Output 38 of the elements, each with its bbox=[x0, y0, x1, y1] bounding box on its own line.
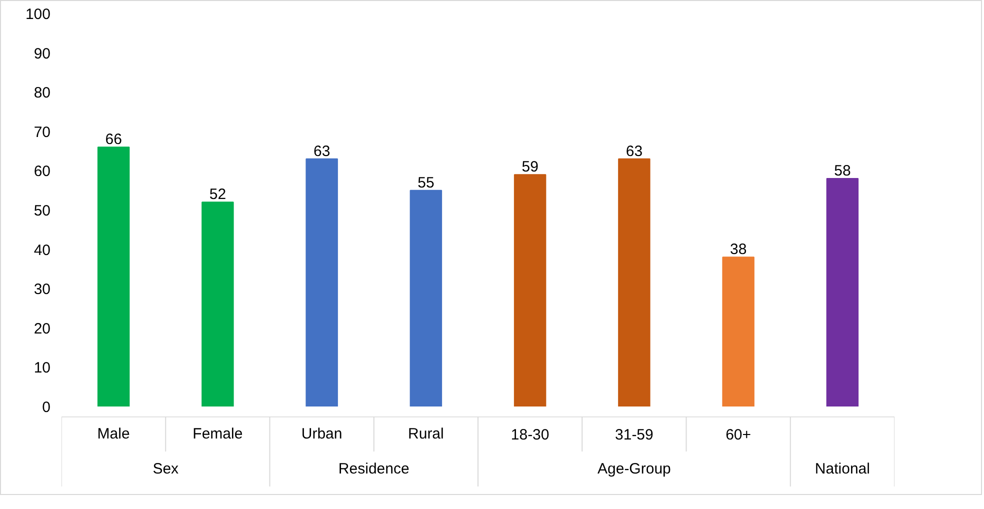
text: Residence bbox=[338, 460, 410, 478]
text: Age-Group bbox=[598, 460, 671, 478]
text: Sex bbox=[152, 460, 180, 478]
y-tick-label: 90 bbox=[34, 45, 51, 62]
data-label: 55 bbox=[418, 174, 434, 192]
data-label: 59 bbox=[522, 158, 538, 176]
y-tick-label: 30 bbox=[34, 281, 51, 298]
data-label: 52 bbox=[209, 186, 226, 204]
x-tick-label: 31-59 bbox=[615, 426, 654, 444]
y-tick-label: 50 bbox=[34, 202, 51, 220]
x-tick-label: Rural bbox=[408, 426, 444, 442]
bar bbox=[514, 174, 546, 406]
y-tick-label: 0 bbox=[42, 399, 50, 416]
y-tick-label: 10 bbox=[34, 360, 51, 377]
bar bbox=[722, 256, 754, 406]
data-label: 63 bbox=[626, 142, 643, 160]
x-tick-label: Male bbox=[97, 426, 130, 442]
y-tick-label: 20 bbox=[34, 320, 51, 338]
bar bbox=[410, 190, 442, 406]
bar bbox=[202, 202, 234, 406]
bar bbox=[826, 178, 859, 406]
data-label: 38 bbox=[730, 241, 747, 258]
data-label: 58 bbox=[834, 162, 851, 180]
y-tick-label: 70 bbox=[34, 124, 51, 141]
data-label: 63 bbox=[313, 142, 330, 160]
y-tick-label: 60 bbox=[34, 163, 51, 180]
x-tick-label: Urban bbox=[301, 426, 342, 442]
bar bbox=[306, 158, 338, 406]
text: National bbox=[814, 460, 870, 478]
x-tick-label: 18-30 bbox=[510, 426, 550, 444]
x-tick-label: 60+ bbox=[726, 426, 752, 444]
bar bbox=[618, 158, 650, 406]
x-tick-label: Female bbox=[192, 426, 243, 442]
data-label: 66 bbox=[105, 131, 122, 148]
y-tick-label: 40 bbox=[34, 242, 51, 259]
bar bbox=[97, 146, 130, 406]
y-tick-label: 100 bbox=[25, 6, 51, 23]
y-tick-label: 80 bbox=[34, 84, 51, 102]
